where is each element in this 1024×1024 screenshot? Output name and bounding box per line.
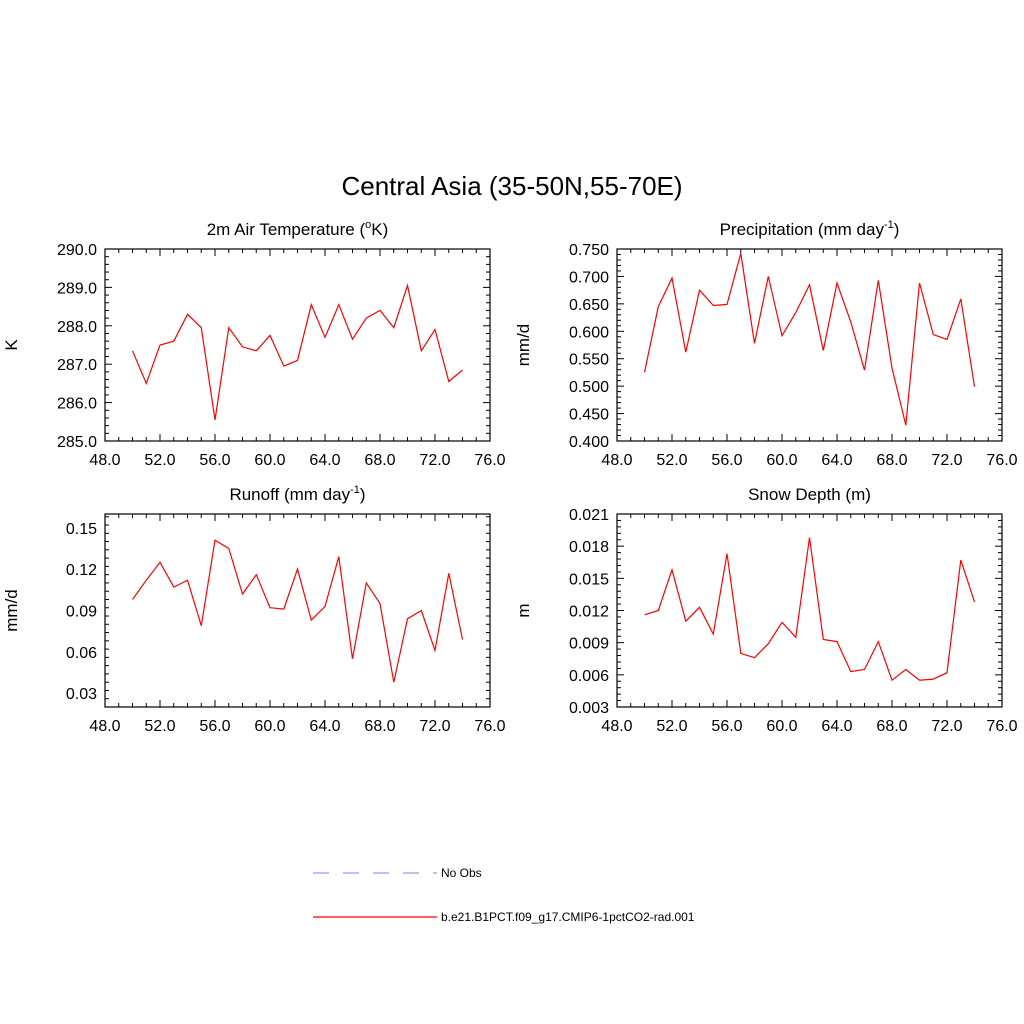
y-tick-label: 288.0 — [57, 319, 97, 336]
y-tick-label: 0.021 — [569, 507, 609, 524]
x-tick-label: 60.0 — [254, 452, 285, 469]
panel-title-main: Snow Depth (m) — [748, 485, 871, 504]
x-tick-label: 48.0 — [601, 452, 632, 469]
y-tick-label: 0.06 — [66, 645, 97, 662]
x-tick-label: 64.0 — [821, 718, 852, 735]
y-tick-label: 0.12 — [66, 562, 97, 579]
panel-title-superscript: o — [365, 219, 371, 231]
y-tick-label: 0.500 — [569, 379, 609, 396]
x-tick-label: 56.0 — [199, 718, 230, 735]
panel-title-main: 2m Air Temperature ( — [207, 220, 366, 239]
y-tick-label: 0.006 — [569, 668, 609, 685]
y-tick-label: 0.15 — [66, 521, 97, 538]
y-tick-label: 0.09 — [66, 604, 97, 621]
legend-item-model: b.e21.B1PCT.f09_g17.CMIP6-1pctCO2-rad.00… — [313, 910, 695, 924]
x-tick-label: 76.0 — [474, 452, 505, 469]
panels: 48.0 52.0 56.0 60.0 64.0 68.0 72.0 76.0 285.0 286… — [2, 219, 1018, 735]
x-tick-label: 68.0 — [364, 718, 395, 735]
figure-title: Central Asia (35-50N,55-70E) — [341, 171, 682, 201]
y-tick-label: 0.650 — [569, 297, 609, 314]
x-tick-label: 60.0 — [766, 718, 797, 735]
y-tick-label: 0.03 — [66, 686, 97, 703]
y-tick-label: 0.015 — [569, 571, 609, 588]
y-tick-label: 0.750 — [569, 242, 609, 259]
y-tick-label: 289.0 — [57, 280, 97, 297]
panel-title-tail: ) — [360, 485, 366, 504]
panel-title: Runoff (mm day-1) — [229, 484, 365, 504]
y-axis-label: K — [2, 339, 21, 351]
panel-title-superscript: -1 — [350, 484, 360, 496]
x-tick-label: 76.0 — [986, 718, 1017, 735]
panel-title-tail: ) — [894, 220, 900, 239]
panel-temperature: 48.0 52.0 56.0 60.0 64.0 68.0 72.0 76.0 285.0 286… — [2, 219, 506, 469]
legend-label-model: b.e21.B1PCT.f09_g17.CMIP6-1pctCO2-rad.00… — [441, 910, 695, 924]
x-tick-label: 48.0 — [601, 718, 632, 735]
x-tick-label: 52.0 — [144, 718, 175, 735]
x-tick-label: 72.0 — [419, 718, 450, 735]
panel-precipitation: 48.0 52.0 56.0 60.0 64.0 68.0 72.0 76.0 0.400 0.4… — [514, 219, 1018, 469]
y-tick-label: 290.0 — [57, 242, 97, 259]
y-tick-label: 0.018 — [569, 539, 609, 556]
y-tick-label: 0.450 — [569, 407, 609, 424]
x-tick-label: 72.0 — [931, 718, 962, 735]
x-tick-label: 72.0 — [419, 452, 450, 469]
plot-frame-snow-depth — [616, 513, 1003, 708]
y-tick-label: 0.003 — [569, 700, 609, 717]
x-tick-label: 56.0 — [199, 452, 230, 469]
legend: No Obs b.e21.B1PCT.f09_g17.CMIP6-1pctCO2… — [313, 866, 695, 924]
y-tick-label: 0.700 — [569, 269, 609, 286]
x-tick-label: 76.0 — [474, 718, 505, 735]
panel-title: Snow Depth (m) — [748, 485, 871, 504]
x-tick-label: 52.0 — [656, 452, 687, 469]
y-axis-label: mm/d — [514, 324, 533, 367]
y-tick-label: 287.0 — [57, 357, 97, 374]
y-tick-label: 0.400 — [569, 434, 609, 451]
legend-label-no-obs: No Obs — [441, 866, 482, 880]
panel-title: Precipitation (mm day-1) — [720, 219, 900, 239]
panel-title-main: Precipitation (mm day — [720, 220, 885, 239]
panel-runoff: 48.0 52.0 56.0 60.0 64.0 68.0 72.0 76.0 0.03 0.06… — [2, 484, 506, 735]
y-tick-label: 0.600 — [569, 324, 609, 341]
y-tick-label: 285.0 — [57, 434, 97, 451]
legend-item-no-obs: No Obs — [313, 866, 482, 880]
x-tick-label: 48.0 — [89, 452, 120, 469]
y-tick-label: 0.009 — [569, 636, 609, 653]
x-tick-label: 56.0 — [711, 718, 742, 735]
series-line-snow-depth — [644, 537, 976, 682]
panel-title: 2m Air Temperature (oK) — [207, 219, 389, 239]
panel-title-main: Runoff (mm day — [229, 485, 350, 504]
plot-frame-runoff — [104, 513, 491, 708]
x-tick-label: 56.0 — [711, 452, 742, 469]
x-tick-label: 60.0 — [254, 718, 285, 735]
y-tick-label: 286.0 — [57, 396, 97, 413]
y-tick-label: 0.550 — [569, 352, 609, 369]
panel-title-superscript: -1 — [884, 219, 894, 231]
y-tick-label: 0.012 — [569, 604, 609, 621]
x-tick-label: 68.0 — [876, 452, 907, 469]
x-tick-label: 64.0 — [309, 718, 340, 735]
plot-frame-precipitation — [616, 248, 1003, 442]
x-tick-label: 52.0 — [656, 718, 687, 735]
x-tick-label: 64.0 — [309, 452, 340, 469]
y-axis-label: m — [514, 603, 533, 617]
x-tick-label: 68.0 — [876, 718, 907, 735]
x-tick-label: 72.0 — [931, 452, 962, 469]
series-line-runoff — [132, 539, 464, 683]
y-axis-label: mm/d — [2, 589, 21, 632]
x-tick-label: 60.0 — [766, 452, 797, 469]
x-tick-label: 52.0 — [144, 452, 175, 469]
x-tick-label: 68.0 — [364, 452, 395, 469]
panel-snow-depth: 48.0 52.0 56.0 60.0 64.0 68.0 72.0 76.0 0.003 0.0… — [514, 485, 1018, 735]
plot-frame-temperature — [104, 248, 491, 442]
x-tick-label: 64.0 — [821, 452, 852, 469]
x-tick-label: 48.0 — [89, 718, 120, 735]
panel-title-tail: K) — [371, 220, 388, 239]
x-tick-label: 76.0 — [986, 452, 1017, 469]
series-line-temperature — [131, 283, 463, 420]
series-line-precipitation — [643, 253, 976, 426]
